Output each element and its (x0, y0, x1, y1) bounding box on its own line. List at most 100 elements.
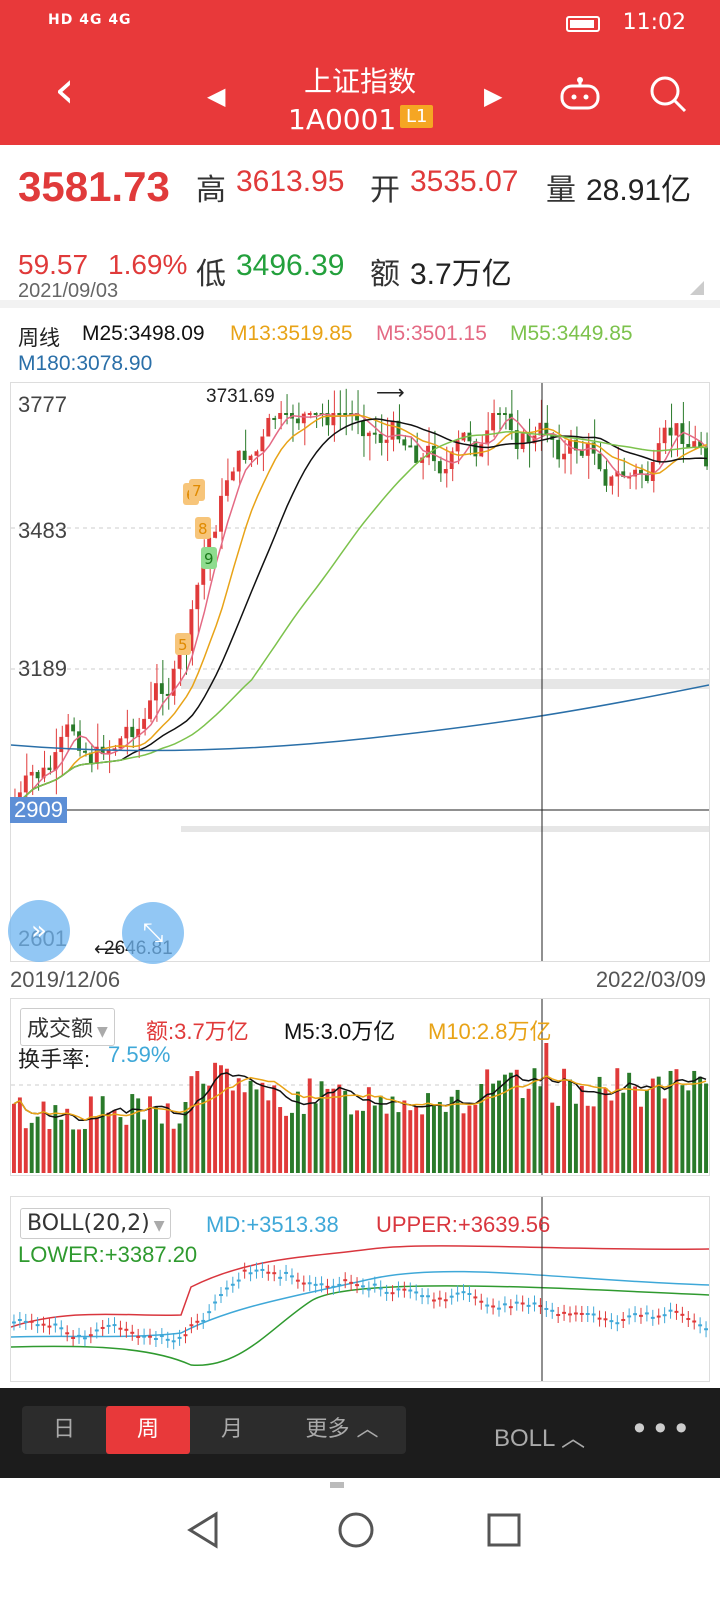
search-icon[interactable] (647, 73, 689, 115)
amount-label: 额 (370, 257, 400, 292)
volume-bar (148, 1096, 152, 1173)
kline-chart[interactable]: 56789 (10, 382, 710, 962)
volume-bar (201, 1083, 206, 1173)
candle (71, 724, 76, 732)
robot-assistant-icon[interactable] (558, 74, 602, 114)
candle (189, 609, 194, 651)
candle (656, 443, 661, 463)
signal-label: 8 (198, 520, 208, 538)
candle (668, 427, 673, 436)
candle (331, 413, 336, 426)
signal-badge (195, 517, 211, 539)
signal-marker: 7 (189, 479, 205, 501)
volume-bar (431, 1105, 436, 1173)
boll-panel[interactable] (10, 1196, 710, 1382)
crosshair-price: 2909 (10, 797, 67, 823)
volume-bar (461, 1113, 466, 1173)
signal-marker: 8 (195, 517, 211, 539)
candle (248, 455, 253, 460)
volume-bar (301, 1113, 306, 1173)
candle (479, 444, 484, 457)
next-stock-icon[interactable]: ▶ (484, 82, 503, 110)
current-price: 3581.73 (18, 163, 170, 210)
volume-bar (414, 1106, 419, 1173)
volume-bar (112, 1109, 117, 1173)
candle (686, 443, 691, 448)
volume-bar (142, 1119, 147, 1173)
volume-bar (704, 1083, 708, 1173)
signal-marker: 9 (201, 547, 217, 569)
candle (556, 439, 561, 460)
volume-bar (349, 1114, 354, 1173)
indicator-tab[interactable]: BOLL ︿ (494, 1425, 586, 1452)
candle (633, 469, 638, 477)
divider (0, 300, 720, 308)
volume-bar (337, 1084, 342, 1173)
volume-bar (100, 1096, 105, 1173)
candle (361, 420, 365, 437)
recents-nav-icon[interactable] (486, 1512, 522, 1548)
prev-stock-icon[interactable]: ◀ (207, 82, 226, 110)
volume-bar (473, 1104, 478, 1173)
volume-bar (325, 1088, 330, 1173)
home-nav-icon[interactable] (336, 1510, 376, 1550)
fullscreen-icon[interactable]: ⤡ (122, 902, 184, 964)
volume-selector[interactable]: 成交额 ▼ (20, 1008, 115, 1046)
volume-bar (183, 1101, 188, 1173)
volume-bar (207, 1085, 212, 1173)
volume-svg (11, 999, 709, 1175)
expand-corner-icon[interactable] (690, 281, 704, 295)
back-nav-icon[interactable] (186, 1510, 220, 1550)
tab-week[interactable]: 周 (106, 1406, 190, 1454)
candle (230, 471, 235, 481)
open-label: 开 (370, 173, 400, 208)
volume-bar (508, 1072, 513, 1173)
tab-day[interactable]: 日 (52, 1417, 75, 1442)
boll-selector[interactable]: BOLL(20,2) ▼ (20, 1208, 172, 1239)
candle (165, 693, 170, 696)
candle (408, 445, 413, 448)
volume-bar (396, 1112, 401, 1173)
high-marker: 3731.69 (206, 386, 275, 407)
volume-bar (674, 1069, 679, 1173)
candle (461, 432, 466, 441)
volume-bar (278, 1107, 283, 1173)
signal-label: 5 (178, 636, 188, 654)
header: ‹ ◀ 上证指数 1A0001 L1 ▶ (0, 48, 720, 145)
tab-month[interactable]: 月 (220, 1417, 243, 1442)
fast-forward-icon[interactable]: » (8, 900, 70, 962)
candle (615, 471, 620, 477)
signal-badge (189, 479, 205, 501)
volume-bar (562, 1068, 567, 1173)
candle (704, 447, 708, 467)
amount-value: 3.7万亿 (410, 258, 512, 291)
low-label: 低 (196, 257, 226, 292)
candle (508, 413, 513, 431)
volume-bar (230, 1090, 235, 1173)
volume-panel[interactable] (10, 998, 710, 1176)
volume-bar (408, 1110, 413, 1173)
more-options-icon[interactable]: ••• (630, 1410, 693, 1448)
candle (94, 746, 99, 764)
volume-bar (224, 1068, 229, 1173)
volume-bar (609, 1100, 614, 1173)
change-value: 59.57 (18, 249, 89, 280)
volume-bar (686, 1090, 691, 1173)
candle (497, 413, 501, 415)
candle (130, 726, 135, 738)
volume-bar (195, 1071, 200, 1173)
candle (366, 432, 371, 437)
back-icon[interactable]: ‹ (54, 60, 75, 120)
volume-bar (77, 1129, 81, 1173)
open-value: 3535.07 (410, 165, 519, 198)
tab-more[interactable]: 更多 ︿ (305, 1417, 379, 1442)
boll-lower: LOWER:+3387.20 (18, 1242, 198, 1267)
candle (295, 418, 300, 424)
volume-bar (544, 1043, 549, 1173)
volume-bar (319, 1081, 324, 1173)
volume-bar (124, 1124, 129, 1173)
candle (337, 413, 342, 415)
volume-bar (88, 1096, 93, 1173)
volume-bar (219, 1065, 223, 1173)
candle (272, 417, 277, 420)
